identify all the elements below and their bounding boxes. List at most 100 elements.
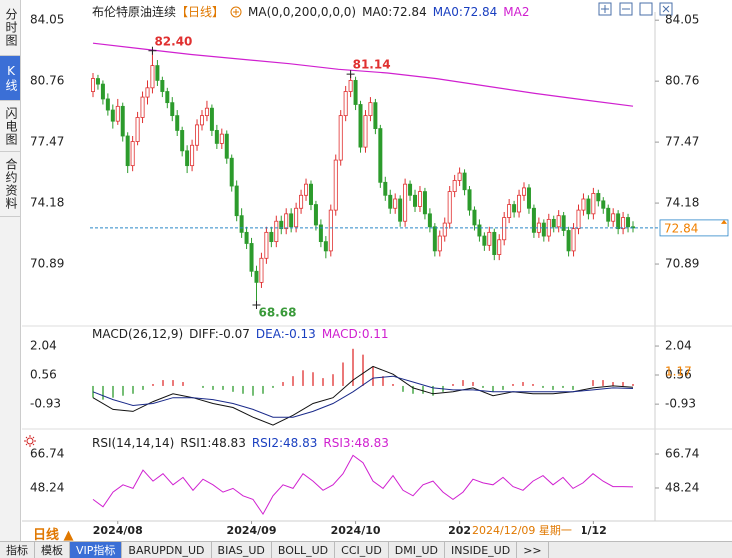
bottom-tab[interactable]: CCI_UD xyxy=(335,542,389,558)
y-tick-label-right: 48.24 xyxy=(665,480,699,494)
legend-item: RSI1:48.83 xyxy=(180,436,246,450)
sidebar-tab[interactable]: 闪电图 xyxy=(0,101,20,152)
candle-body xyxy=(576,209,581,230)
bottom-tab[interactable]: DMI_UD xyxy=(389,542,446,558)
candle-body xyxy=(318,224,323,243)
candle-body xyxy=(313,204,318,226)
legend-item: MA0:72.84 xyxy=(432,4,498,19)
macd-line xyxy=(92,375,634,418)
ma-line xyxy=(92,42,634,107)
candle-body xyxy=(204,107,209,117)
extreme-marker xyxy=(346,70,355,79)
zoom-icon[interactable] xyxy=(598,2,612,16)
candle-body xyxy=(323,241,328,252)
candle-body xyxy=(472,209,477,226)
candle-body xyxy=(616,213,621,230)
bottom-tab[interactable]: BIAS_UD xyxy=(212,542,272,558)
candle-body xyxy=(368,102,373,117)
extreme-marker xyxy=(252,300,261,309)
candle-body xyxy=(308,183,313,205)
legend-item: MA2 xyxy=(503,4,530,19)
candle-body xyxy=(209,107,214,131)
bottom-tab[interactable]: 模板 xyxy=(35,542,70,558)
x-tick-label: 2024/09 xyxy=(227,524,277,537)
y-tick-label: 66.74 xyxy=(30,447,64,461)
y-tick-label: 0.56 xyxy=(30,367,57,381)
extreme-label: 82.40 xyxy=(154,34,192,48)
window-icon[interactable] xyxy=(639,2,653,16)
y-tick-label: 70.89 xyxy=(30,257,64,271)
candle-body xyxy=(165,91,170,104)
rsi-icon xyxy=(24,435,36,447)
sidebar-tab[interactable]: 分时图 xyxy=(0,0,20,56)
last-price-box xyxy=(659,219,729,237)
candle-body xyxy=(190,144,195,167)
close-icon[interactable] xyxy=(659,2,673,16)
y-tick-label: 84.05 xyxy=(30,13,64,27)
candle-body xyxy=(363,115,368,148)
legend-item: MACD:0.11 xyxy=(321,327,389,341)
bottom-tab[interactable]: 指标 xyxy=(0,542,35,558)
candle-body xyxy=(264,231,269,259)
zoom-out-icon[interactable] xyxy=(619,2,633,16)
y-tick-label-right: 66.74 xyxy=(665,447,699,461)
last-price-arrow xyxy=(721,219,727,224)
candle-body xyxy=(269,231,274,243)
candle-body xyxy=(422,191,427,215)
candle-body xyxy=(120,105,125,137)
y-tick-label: 48.24 xyxy=(30,480,64,494)
x-tick-label: 1/12 xyxy=(580,524,607,537)
candle-body xyxy=(254,270,259,283)
extreme-label: 68.68 xyxy=(258,305,296,319)
candle-body xyxy=(482,235,487,246)
candle-body xyxy=(531,207,536,233)
candle-body xyxy=(284,213,289,230)
rsi-label: RSI(14,14,14) xyxy=(92,436,175,450)
candle-body xyxy=(413,194,418,207)
candle-body xyxy=(492,231,497,255)
y-tick-label-right: 77.47 xyxy=(665,135,699,149)
sidebar-tab[interactable]: K线图 xyxy=(0,56,20,101)
candle-body xyxy=(378,128,383,183)
candle-body xyxy=(110,109,115,122)
period-selector[interactable]: 日线 ▲ xyxy=(33,528,74,543)
candle-body xyxy=(507,204,512,218)
y-tick-label-right: 74.18 xyxy=(665,196,699,210)
extreme-label: 81.14 xyxy=(353,58,391,72)
bottom-tab[interactable]: VIP指标 xyxy=(70,542,123,558)
instrument-title: 布伦特原油连续 xyxy=(92,5,177,19)
legend-item: DEA:-0.13 xyxy=(255,327,316,341)
y-tick-label: 77.47 xyxy=(30,135,64,149)
candle-body xyxy=(596,193,601,202)
bottom-tab[interactable]: INSIDE_UD xyxy=(445,542,518,558)
candle-body xyxy=(408,183,413,196)
candle-body xyxy=(477,224,482,237)
chart: 70.89 70.89 74.18 74.18 77.47 77.47 80.76 80.76… xyxy=(22,2,732,538)
sidebar: 分时图 K线图 闪电图 合约资料 xyxy=(0,0,21,541)
candle-body xyxy=(383,181,388,196)
candle-body xyxy=(487,231,492,246)
bottom-tab[interactable]: BOLL_UD xyxy=(272,542,336,558)
candle-body xyxy=(457,172,462,181)
x-tick-label: 2024/10 xyxy=(331,524,381,537)
toolbar-icons xyxy=(598,2,673,16)
rsi-icon-center xyxy=(26,437,34,445)
rsi-icon-rays xyxy=(24,435,36,447)
sidebar-tab[interactable]: 合约资料 xyxy=(0,152,20,217)
y-tick-label-right: 84.05 xyxy=(665,13,699,27)
candle-body xyxy=(195,124,200,146)
candle-body xyxy=(234,185,239,217)
candle-body xyxy=(175,115,180,131)
bottom-tab[interactable]: BARUPDN_UD xyxy=(122,542,212,558)
bottom-tab[interactable]: >> xyxy=(517,542,549,558)
period-label: 【日线】 xyxy=(176,5,225,19)
candle-body xyxy=(150,65,155,89)
settings-icon[interactable] xyxy=(230,6,242,18)
candle-body xyxy=(100,83,105,100)
close-icon-cross xyxy=(662,5,670,13)
candle-body xyxy=(447,191,452,224)
candle-body xyxy=(170,102,175,117)
y-tick-label: 74.18 xyxy=(30,196,64,210)
macd-right-label: 1.17 xyxy=(665,365,692,379)
macd-line xyxy=(92,365,634,426)
